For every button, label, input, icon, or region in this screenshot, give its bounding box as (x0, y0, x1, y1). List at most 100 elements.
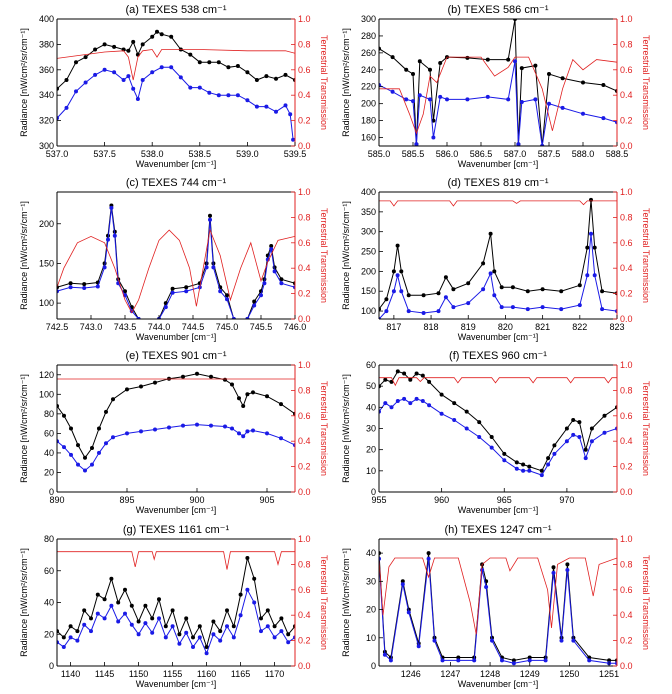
x-tick-label: 746.0 (284, 322, 307, 332)
chart-title: (b) TEXES 586 cm⁻¹ (448, 4, 549, 16)
data-point-black (571, 418, 576, 422)
data-point-blue (420, 399, 425, 403)
y-tick-label: 250 (361, 247, 376, 257)
y-axis-label: Radiance [nW/cm²/sr/cm⁻¹] (19, 374, 29, 483)
x-tick-label: 588.0 (572, 149, 595, 159)
data-point-blue (62, 445, 66, 450)
data-point-black (139, 384, 143, 389)
data-point-black (466, 281, 471, 286)
y2-axis-label: Terrestrial Transmission (319, 555, 329, 650)
data-point-blue (252, 600, 257, 605)
data-point-blue (90, 462, 94, 467)
series-line-black (379, 370, 617, 472)
data-point-blue (184, 289, 189, 294)
series-line-black (57, 31, 295, 90)
data-point-black (69, 426, 73, 431)
y-tick-label: 20 (366, 605, 376, 615)
data-point-black (492, 269, 497, 274)
y-tick-label: 120 (39, 370, 54, 380)
data-point-black (97, 426, 101, 431)
y-tick-label: 320 (39, 116, 54, 126)
x-axis-label: Wavenumber [cm⁻¹] (458, 159, 538, 169)
series-line-black (379, 199, 617, 310)
y2-tick-label: 0.8 (620, 385, 633, 395)
y-axis-label: Radiance [nW/cm²/sr/cm⁻¹] (341, 374, 351, 483)
data-point-blue (272, 269, 277, 274)
data-point-black (74, 60, 78, 65)
y2-tick-label: 0.8 (620, 39, 633, 49)
data-point-black (506, 57, 511, 62)
data-point-black (245, 392, 250, 397)
y2-tick-label: 0.6 (298, 238, 311, 248)
data-point-blue (131, 86, 136, 91)
y-tick-label: 0 (49, 487, 54, 497)
data-point-blue (230, 426, 234, 431)
y-tick-label: 160 (361, 133, 376, 143)
data-point-blue (251, 428, 255, 433)
x-tick-label: 820 (498, 322, 513, 332)
y2-tick-label: 0.4 (620, 436, 633, 446)
data-point-blue (489, 445, 494, 450)
data-point-blue (436, 309, 441, 314)
data-point-black (230, 382, 234, 387)
y-tick-label: 10 (366, 466, 376, 476)
data-point-blue (129, 622, 134, 627)
x-tick-label: 970 (559, 495, 574, 505)
x-tick-label: 742.5 (46, 322, 69, 332)
data-point-blue (238, 613, 243, 618)
data-point-blue (245, 429, 250, 434)
data-point-black (279, 402, 283, 407)
data-point-blue (521, 468, 526, 473)
data-point-black (400, 579, 405, 584)
data-point-blue (262, 281, 267, 286)
y2-tick-label: 0.0 (620, 141, 633, 151)
chart-panel-c: (c) TEXES 744 cm⁻¹ 742.5 743.0 743.5 744.0 74… (19, 177, 329, 342)
y2-tick-label: 0.4 (298, 263, 311, 273)
data-point-black (274, 76, 278, 81)
data-point-black (264, 74, 269, 79)
data-point-black (607, 658, 612, 663)
data-point-black (83, 55, 88, 60)
data-point-black (245, 70, 250, 75)
y-tick-label: 220 (361, 82, 376, 92)
x-tick-label: 890 (49, 495, 64, 505)
x-tick-label: 743.5 (114, 322, 137, 332)
data-point-blue (116, 619, 121, 624)
data-point-blue (93, 72, 98, 77)
y2-axis-label: Terrestrial Transmission (319, 35, 329, 130)
data-point-black (143, 603, 148, 608)
y2-tick-label: 0.4 (298, 436, 311, 446)
y-tick-label: 0 (371, 487, 376, 497)
data-point-blue (259, 293, 263, 298)
data-point-blue (404, 97, 409, 102)
data-point-blue (519, 100, 524, 104)
data-point-black (438, 61, 443, 65)
data-point-black (510, 285, 515, 290)
x-axis-label: Wavenumber [cm⁻¹] (136, 679, 216, 689)
data-point-blue (585, 273, 590, 278)
series-line-blue (57, 588, 295, 655)
y2-tick-label: 0.6 (298, 585, 311, 595)
data-point-blue (400, 582, 405, 587)
y2-tick-label: 0.6 (620, 65, 633, 75)
y2-tick-label: 0.2 (620, 289, 633, 299)
data-point-blue (547, 101, 551, 106)
data-point-black (384, 297, 389, 302)
data-point-black (82, 282, 87, 287)
data-point-black (551, 565, 556, 570)
chart-title: (d) TEXES 819 cm⁻¹ (448, 177, 549, 189)
y2-tick-label: 0.2 (298, 116, 311, 126)
x-tick-label: 537.0 (46, 149, 69, 159)
data-point-black (68, 281, 73, 286)
data-point-blue (428, 97, 432, 102)
data-point-black (406, 293, 411, 298)
series-line-black (57, 557, 295, 649)
y-tick-label: 40 (366, 548, 376, 558)
series-line-blue (57, 207, 295, 319)
data-point-black (428, 67, 432, 72)
data-point-blue (211, 632, 216, 637)
data-point-black (601, 83, 606, 87)
chart-title: (g) TEXES 1161 cm⁻¹ (123, 524, 230, 536)
x-tick-label: 743.0 (80, 322, 103, 332)
data-point-blue (382, 652, 387, 657)
